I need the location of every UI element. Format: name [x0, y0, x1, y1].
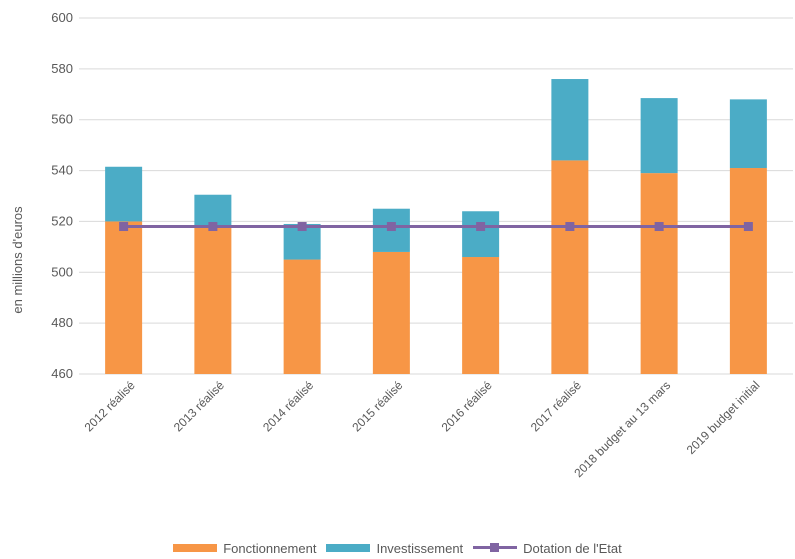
legend-label-fonctionnement: Fonctionnement	[223, 540, 317, 556]
x-tick-label-4: 2016 réalisé	[439, 378, 495, 434]
y-tick-label-600: 600	[51, 10, 73, 25]
y-tick-label-480: 480	[51, 315, 73, 330]
y-tick-label-540: 540	[51, 163, 73, 178]
dotation-marker-3	[386, 222, 396, 232]
legend-label-dotation: Dotation de l'Etat	[523, 540, 622, 556]
x-tick-label-1: 2013 réalisé	[171, 378, 227, 434]
stacked-bar-chart: 460 480 500 520 540 560 580 600 en millions d'e…	[10, 10, 793, 480]
x-tick-label-6: 2018 budget au 13 mars	[571, 378, 673, 480]
dotation-marker-2	[297, 222, 307, 232]
bar-fonctionnement-1	[194, 226, 232, 374]
y-axis-label: en millions d'euros	[10, 206, 25, 314]
y-tick-label-500: 500	[51, 264, 73, 279]
y-tick-label-460: 460	[51, 366, 73, 381]
x-axis-ticks: 2012 réalisé 2013 réalisé 2014 réalisé 2015…	[82, 378, 763, 480]
legend-swatch-investissement	[326, 544, 371, 552]
dotation-marker-6	[654, 222, 664, 232]
bars	[105, 79, 767, 374]
bar-fonctionnement-4	[462, 257, 500, 374]
x-tick-label-7: 2019 budget initial	[684, 378, 763, 457]
dotation-marker-0	[119, 222, 129, 232]
bar-investissement-5	[551, 79, 589, 161]
y-axis-ticks: 460 480 500 520 540 560 580 600	[51, 10, 73, 381]
x-tick-label-0: 2012 réalisé	[82, 378, 138, 434]
bar-fonctionnement-5	[551, 160, 589, 374]
bar-investissement-1	[194, 194, 232, 227]
bar-fonctionnement-6	[640, 173, 678, 374]
y-tick-label-580: 580	[51, 61, 73, 76]
dotation-marker-7	[743, 222, 753, 232]
x-tick-label-5: 2017 réalisé	[528, 378, 584, 434]
bar-fonctionnement-0	[105, 221, 143, 374]
dotation-marker-5	[565, 222, 575, 232]
bar-investissement-4	[462, 211, 500, 258]
x-tick-label-3: 2015 réalisé	[349, 378, 405, 434]
legend-item-dotation: Dotation de l'Etat	[473, 541, 622, 556]
legend-label-investissement: Investissement	[376, 540, 464, 556]
bar-fonctionnement-2	[283, 259, 321, 374]
legend-item-investissement: Investissement	[326, 541, 463, 556]
x-tick-label-2: 2014 réalisé	[260, 378, 316, 434]
bar-investissement-0	[105, 166, 143, 222]
y-tick-label-520: 520	[51, 213, 73, 228]
legend: Fonctionnement Investissement Dotation d…	[0, 539, 795, 557]
legend-item-fonctionnement: Fonctionnement	[173, 541, 316, 556]
legend-swatch-dotation	[473, 541, 518, 555]
dotation-line	[119, 222, 753, 232]
dotation-marker-1	[208, 222, 218, 232]
bar-fonctionnement-7	[729, 168, 767, 374]
legend-swatch-fonctionnement	[173, 544, 218, 552]
bar-investissement-7	[729, 99, 767, 169]
bar-fonctionnement-3	[372, 251, 410, 374]
y-tick-label-560: 560	[51, 112, 73, 127]
dotation-marker-4	[476, 222, 486, 232]
bar-investissement-6	[640, 98, 678, 174]
gridlines	[79, 17, 793, 375]
